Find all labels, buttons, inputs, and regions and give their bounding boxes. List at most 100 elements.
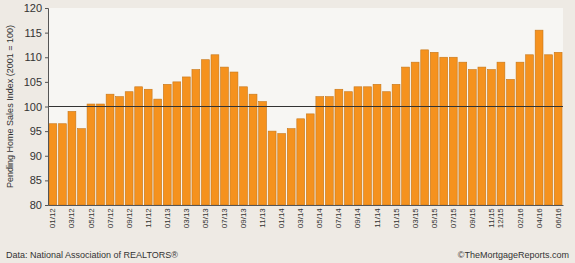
bar <box>49 124 57 205</box>
y-tick-mark <box>45 57 48 58</box>
plot-area <box>48 8 563 205</box>
x-tick-label: 09/15 <box>468 208 477 229</box>
y-tick: 110 <box>24 51 48 63</box>
y-tick: 100 <box>24 101 48 113</box>
bar <box>287 129 295 205</box>
bars <box>48 30 563 205</box>
y-tick-label: 100 <box>24 101 42 113</box>
x-tick-label: 07/12 <box>106 208 115 229</box>
x-tick: 09/12 <box>125 208 134 229</box>
credit: ©TheMortgageReports.com <box>458 250 569 260</box>
x-tick: 11/12 <box>144 208 153 228</box>
x-tick-label: 03/15 <box>411 208 420 229</box>
x-tick: 05/13 <box>201 208 210 229</box>
bar <box>411 62 419 205</box>
x-tick-label: 11/13 <box>258 208 267 228</box>
bar <box>259 102 267 205</box>
bar <box>468 70 476 205</box>
bar <box>182 77 190 205</box>
bar <box>154 99 162 205</box>
x-tick-label: 07/13 <box>220 208 229 229</box>
y-tick-label: 120 <box>24 2 42 14</box>
bar <box>354 87 362 205</box>
bar <box>449 57 457 205</box>
x-tick-label: 05/14 <box>315 208 324 229</box>
y-tick-label: 115 <box>24 27 42 39</box>
y-tick-label: 90 <box>30 150 42 162</box>
y-tick-mark <box>45 205 48 206</box>
bar <box>278 134 286 205</box>
bar <box>58 124 66 205</box>
x-tick: 01/15 <box>392 208 401 229</box>
baseline <box>48 106 563 107</box>
x-tick-label: 06/16 <box>554 208 563 229</box>
bar <box>173 82 181 205</box>
x-tick: 01/13 <box>163 208 172 229</box>
x-tick: 04/16 <box>535 208 544 229</box>
x-tick-label: 11/14 <box>373 208 382 228</box>
background <box>0 0 575 263</box>
bar <box>78 129 86 205</box>
y-tick-mark <box>45 82 48 83</box>
bar <box>268 131 276 205</box>
x-tick-label: 07/15 <box>449 208 458 229</box>
bar <box>440 57 448 205</box>
x-tick: 09/15 <box>468 208 477 229</box>
bar <box>545 55 553 205</box>
x-tick-label: 09/12 <box>125 208 134 229</box>
bar <box>249 94 257 205</box>
bar <box>421 50 429 205</box>
plot: 8085909510010511011512001/1203/1205/1207… <box>24 2 564 228</box>
y-tick-mark <box>45 33 48 34</box>
bar <box>106 94 114 205</box>
bar <box>192 70 200 205</box>
x-axis: 01/1203/1205/1207/1209/1211/1201/1303/13… <box>48 206 563 229</box>
y-tick: 90 <box>30 150 48 162</box>
bar <box>487 70 495 205</box>
x-tick-label: 05/13 <box>201 208 210 229</box>
x-tick: 11/14 <box>373 208 382 228</box>
bar <box>316 97 324 205</box>
x-tick-label: 12/15 <box>496 208 505 229</box>
bar <box>116 97 124 205</box>
x-tick-label: 02/16 <box>516 208 525 229</box>
bar <box>402 67 410 205</box>
x-tick: 05/12 <box>87 208 96 229</box>
bar <box>125 92 133 205</box>
x-tick: 05/14 <box>315 208 324 229</box>
x-tick: 12/15 <box>496 208 505 229</box>
x-tick: 05/15 <box>430 208 439 229</box>
bar <box>430 52 438 205</box>
y-tick-label: 110 <box>24 51 42 63</box>
bar <box>344 92 352 205</box>
bar <box>478 67 486 205</box>
x-tick-label: 03/12 <box>67 208 76 229</box>
bar <box>240 87 248 205</box>
y-tick: 115 <box>24 27 48 39</box>
x-tick: 03/14 <box>296 208 305 229</box>
y-tick-label: 95 <box>30 125 42 137</box>
y-tick: 80 <box>30 199 48 211</box>
x-tick-label: 01/15 <box>392 208 401 229</box>
x-tick: 03/15 <box>411 208 420 229</box>
x-tick: 09/14 <box>353 208 362 229</box>
x-tick: 02/16 <box>516 208 525 229</box>
x-tick-label: 01/12 <box>48 208 57 229</box>
x-tick: 01/12 <box>48 208 57 229</box>
source: Data: National Association of REALTORS® <box>6 250 178 260</box>
x-tick: 07/15 <box>449 208 458 229</box>
x-tick-label: 03/14 <box>296 208 305 229</box>
bar <box>163 84 171 205</box>
y-tick-mark <box>45 8 48 9</box>
x-tick: 07/14 <box>334 208 343 229</box>
bar <box>497 62 505 205</box>
bar <box>507 79 515 205</box>
x-axis-line <box>49 205 564 206</box>
y-tick-mark <box>45 107 48 108</box>
bar <box>135 87 143 205</box>
bar <box>87 104 95 205</box>
x-tick-label: 05/15 <box>430 208 439 229</box>
x-tick: 07/13 <box>220 208 229 229</box>
x-tick: 09/13 <box>239 208 248 229</box>
bar <box>306 114 314 205</box>
